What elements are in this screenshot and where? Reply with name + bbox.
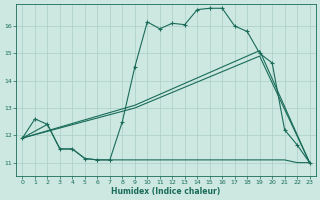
X-axis label: Humidex (Indice chaleur): Humidex (Indice chaleur) (111, 187, 221, 196)
